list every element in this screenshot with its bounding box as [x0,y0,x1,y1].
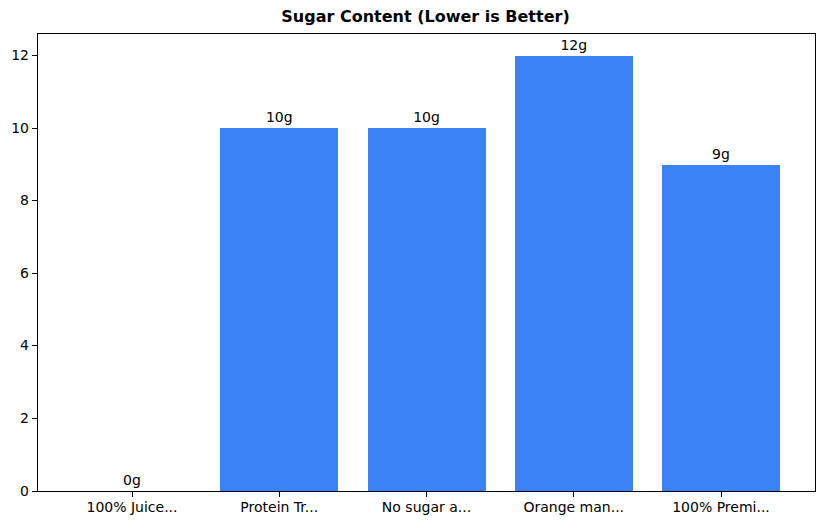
x-tick-mark [279,492,280,497]
x-tick-label: 100% Premi... [621,499,821,515]
bar [515,56,633,491]
x-tick-mark [721,492,722,497]
chart-title: Sugar Content (Lower is Better) [37,7,814,26]
y-tick-mark [32,55,37,56]
y-tick-mark [32,273,37,274]
bar-value-label: 10g [229,110,329,125]
bar [368,128,486,491]
y-tick-mark [32,345,37,346]
bar-value-label: 10g [377,110,477,125]
y-tick-label: 8 [0,192,29,209]
y-tick-label: 10 [0,120,29,137]
y-tick-label: 6 [0,265,29,282]
y-tick-label: 4 [0,337,29,354]
bar [662,165,780,491]
y-tick-mark [32,200,37,201]
bar-value-label: 12g [524,38,624,53]
x-tick-mark [426,492,427,497]
chart-figure: Sugar Content (Lower is Better) 02468101… [0,0,822,528]
x-tick-mark [573,492,574,497]
bar-value-label: 9g [671,147,771,162]
y-tick-label: 0 [0,483,29,500]
y-tick-mark [32,128,37,129]
plot-area: 0246810120g100% Juice...10gProtein Tr...… [37,33,816,492]
bar [220,128,338,491]
y-tick-mark [32,418,37,419]
y-tick-mark [32,491,37,492]
y-tick-label: 2 [0,410,29,427]
x-tick-mark [132,492,133,497]
bar-value-label: 0g [82,473,182,488]
y-tick-label: 12 [0,47,29,64]
